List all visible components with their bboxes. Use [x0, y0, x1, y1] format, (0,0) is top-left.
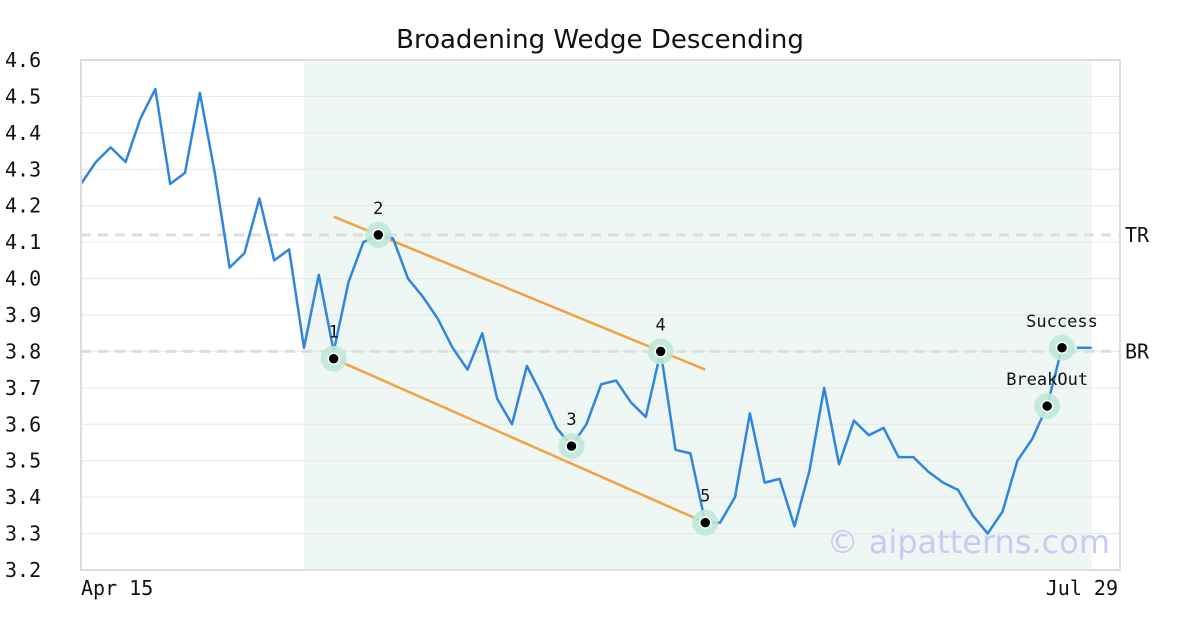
point-label: Success	[1026, 312, 1098, 332]
y-tick-label: 4.6	[5, 48, 41, 72]
y-tick-label: 4.0	[5, 267, 41, 291]
point-marker	[372, 228, 385, 242]
point-label: 2	[373, 199, 383, 219]
point-label: 5	[700, 487, 710, 507]
y-tick-label: 3.4	[5, 485, 41, 509]
watermark: © aipatterns.com	[827, 523, 1110, 561]
point-label: 1	[329, 323, 339, 343]
plot-frame	[80, 59, 1121, 571]
y-tick-label: 4.1	[5, 230, 41, 254]
y-tick-label: 4.2	[5, 194, 41, 218]
y-tick-label: 3.9	[5, 303, 41, 327]
x-tick-label: Apr 15	[81, 576, 153, 600]
point-marker	[699, 516, 712, 529]
point-marker	[327, 352, 340, 365]
y-tick-label: 3.8	[5, 339, 41, 363]
point-marker	[1055, 341, 1069, 355]
point-marker	[1040, 399, 1054, 413]
reference-lines: TR BR	[81, 223, 1150, 363]
y-tick-label: 3.5	[5, 449, 41, 473]
trend-line-lower	[333, 357, 706, 524]
point-marker	[565, 439, 578, 453]
y-tick-label: 3.2	[5, 558, 41, 582]
chart-title: Broadening Wedge Descending	[396, 25, 804, 55]
y-tick-label: 3.7	[5, 376, 41, 400]
x-tick-label: Jul 29	[1046, 576, 1118, 600]
y-tick-label: 4.4	[5, 121, 41, 145]
y-axis-ticks: 3.2 3.3 3.4 3.5 3.6 3.7 3.8 3.9 4.0 4.1 4.2 4.3 4.4 4…	[5, 48, 41, 582]
y-tick-label: 4.3	[5, 157, 41, 181]
point-label: 3	[566, 410, 576, 430]
point-label: 4	[656, 315, 666, 335]
y-tick-label: 3.6	[5, 412, 41, 436]
pattern-points: 1 2 3 4 5 BreakOut Success	[320, 199, 1098, 536]
reference-line-label-tr: TR	[1125, 223, 1150, 247]
point-label: BreakOut	[1006, 370, 1088, 390]
x-axis-ticks: Apr 15 Jul 29	[81, 576, 1118, 600]
y-tick-label: 3.3	[5, 522, 41, 546]
reference-line-label-br: BR	[1125, 339, 1150, 363]
y-tick-label: 4.5	[5, 84, 41, 108]
point-marker	[654, 345, 667, 358]
